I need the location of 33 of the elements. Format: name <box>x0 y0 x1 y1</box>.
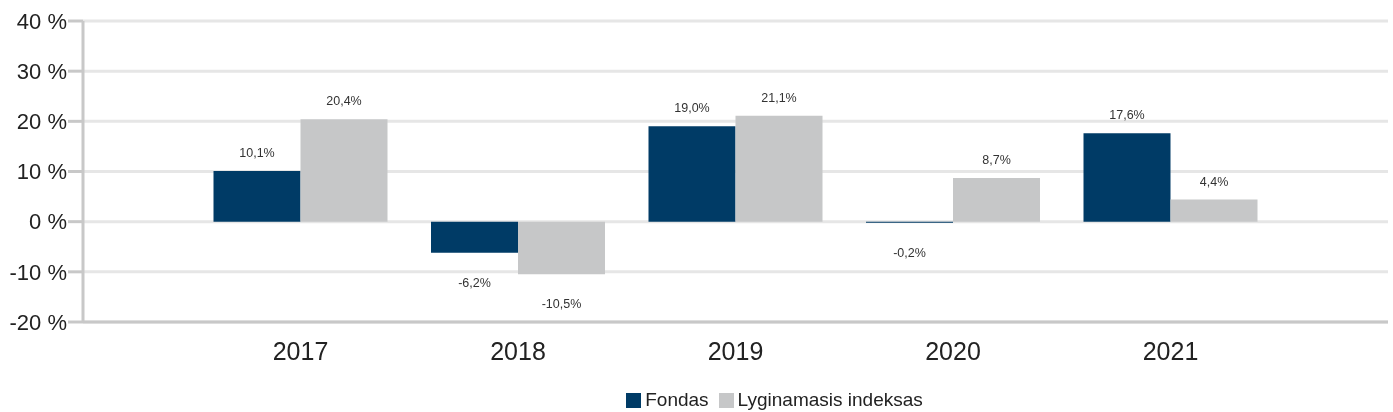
data-label: 20,4% <box>326 94 362 109</box>
bar <box>735 115 823 222</box>
bar <box>518 221 605 275</box>
data-label: -0,2% <box>893 245 926 260</box>
x-tick-label: 2018 <box>490 336 546 365</box>
x-tick-label: 2019 <box>707 336 764 365</box>
bar <box>431 221 518 253</box>
x-tick-label: 2017 <box>272 336 329 365</box>
data-label: 19,0% <box>674 101 710 116</box>
x-tick-label: 2020 <box>925 336 981 365</box>
y-tick-label: 10 % <box>16 159 67 185</box>
x-tick-label: 2021 <box>1142 336 1199 365</box>
data-label: -10,5% <box>541 297 582 312</box>
data-label: 4,4% <box>1199 174 1229 189</box>
y-tick-label: -20 % <box>9 309 67 335</box>
bar <box>1170 199 1258 222</box>
bar <box>648 126 736 222</box>
y-tick-label: -10 % <box>9 259 67 285</box>
y-tick-label: 0 % <box>29 209 67 235</box>
bar <box>953 178 1040 222</box>
data-label: 10,1% <box>239 146 275 160</box>
y-tick-label: 40 % <box>16 8 67 34</box>
data-label: 21,1% <box>761 90 797 105</box>
data-label: -6,2% <box>458 275 491 290</box>
y-tick-label: 20 % <box>16 109 67 135</box>
bar <box>1083 133 1171 222</box>
y-tick-label: 30 % <box>16 58 67 84</box>
bar <box>300 119 388 222</box>
data-label: 8,7% <box>982 153 1011 168</box>
bar <box>213 171 301 222</box>
data-label: 17,6% <box>1109 108 1145 123</box>
legend-label: Lyginamasis indeksas <box>737 389 923 410</box>
legend-label: Fondas <box>645 389 709 410</box>
